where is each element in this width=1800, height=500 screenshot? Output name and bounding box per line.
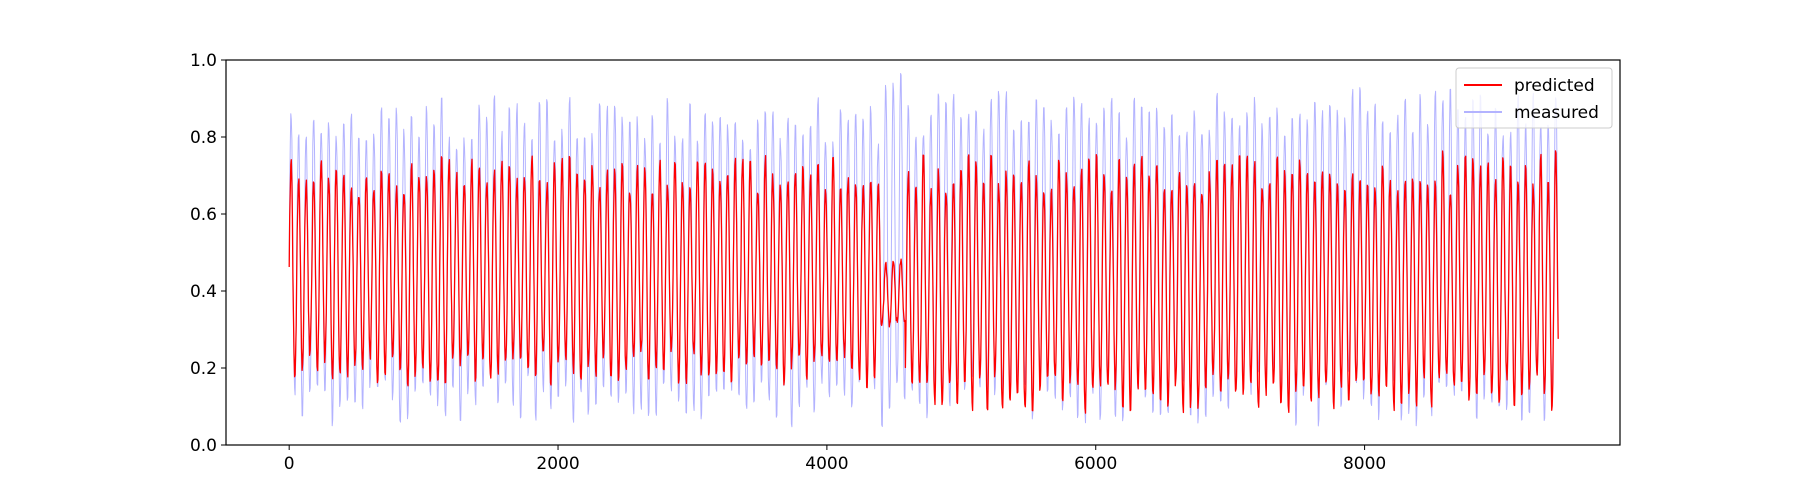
x-tick-label: 8000 (1343, 454, 1386, 474)
y-tick-label: 0.8 (190, 128, 217, 148)
y-tick-label: 0.0 (190, 436, 217, 456)
legend-label-measured: measured (1514, 103, 1599, 123)
plot-frame (225, 59, 1621, 446)
y-tick-label: 1.0 (190, 51, 217, 71)
x-tick-label: 0 (284, 454, 295, 474)
axes-layer: 0 2000 4000 6000 8000 0.0 0.2 0.4 0.6 0.8 1.0 (190, 51, 1386, 474)
y-tick-label: 0.4 (190, 282, 217, 302)
x-tick-label: 2000 (536, 454, 579, 474)
series-line-predicted (288, 150, 1559, 414)
legend: predicted measured (1455, 67, 1613, 129)
legend-label-predicted: predicted (1514, 76, 1595, 96)
y-tick-label: 0.2 (190, 359, 217, 379)
x-tick-label: 4000 (805, 454, 848, 474)
x-tick-label: 6000 (1074, 454, 1117, 474)
series-layer (288, 73, 1559, 428)
y-tick-label: 0.6 (190, 205, 217, 225)
